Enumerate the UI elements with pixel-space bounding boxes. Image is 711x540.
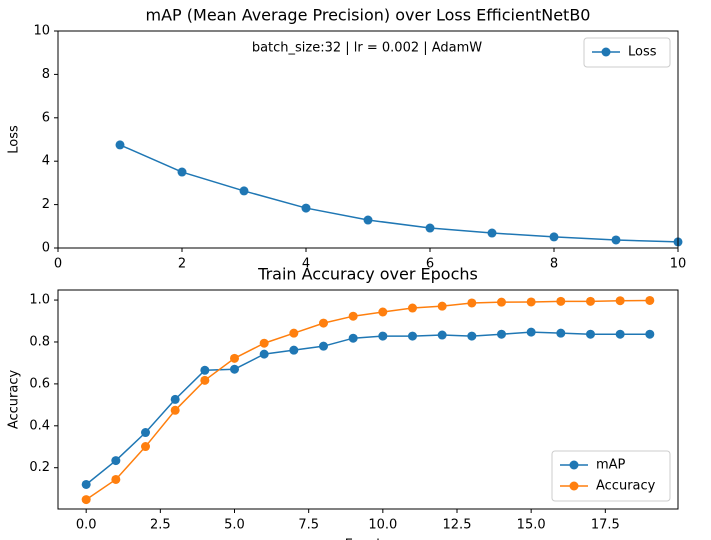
axes-frame	[57, 289, 679, 510]
y-axis-label: Accuracy	[7, 370, 22, 430]
data-point	[526, 327, 536, 337]
data-line	[85, 331, 650, 486]
legend-label: Accuracy	[596, 479, 656, 494]
legend-box	[551, 450, 671, 502]
data-point	[526, 297, 536, 307]
x-tick-label: 12.5	[443, 518, 472, 533]
x-tick-label: 15.0	[517, 518, 546, 533]
x-tick-label: 2.5	[150, 518, 171, 533]
y-axis-label: Loss	[7, 125, 22, 154]
x-tick-label: 0	[54, 257, 62, 272]
data-point	[556, 296, 566, 306]
data-point	[319, 318, 329, 328]
x-tick-label: 10	[670, 257, 687, 272]
x-tick-label: 8	[550, 257, 558, 272]
x-tick-label: 17.5	[591, 518, 620, 533]
data-point	[170, 405, 180, 415]
data-point	[200, 365, 210, 375]
y-tick-label: 1.0	[29, 293, 50, 308]
data-line	[85, 299, 650, 501]
data-point	[425, 223, 435, 233]
y-tick-label: 0.6	[29, 376, 50, 391]
data-point	[289, 345, 299, 355]
data-point	[301, 203, 311, 213]
data-point	[115, 140, 125, 150]
data-point	[259, 349, 269, 359]
y-tick-label: 0.8	[29, 334, 50, 349]
data-point	[81, 479, 91, 489]
data-point	[407, 331, 417, 341]
legend-box	[583, 37, 671, 68]
data-point	[585, 296, 595, 306]
data-point	[437, 330, 447, 340]
data-point	[111, 474, 121, 484]
data-point	[230, 364, 240, 374]
legend-marker	[569, 460, 579, 470]
legend-label: mAP	[596, 458, 626, 473]
data-point	[177, 167, 187, 177]
chart-title: Train Accuracy over Epochs	[257, 265, 478, 284]
data-point	[230, 353, 240, 363]
data-point	[585, 329, 595, 339]
annotation: batch_size:32 | lr = 0.002 | AdamW	[252, 41, 482, 56]
y-tick-label: 6	[42, 110, 50, 125]
data-point	[437, 301, 447, 311]
data-point	[496, 329, 506, 339]
data-point	[615, 329, 625, 339]
data-point	[611, 235, 621, 245]
axes-frame	[57, 30, 679, 249]
data-point	[549, 232, 559, 242]
data-point	[239, 186, 249, 196]
x-tick-label: 2	[178, 257, 186, 272]
data-line	[119, 144, 679, 243]
data-point	[467, 331, 477, 341]
data-point	[170, 394, 180, 404]
data-point	[363, 215, 373, 225]
x-tick-label: 10.0	[368, 518, 397, 533]
x-tick-label: 5.0	[224, 518, 245, 533]
data-point	[378, 307, 388, 317]
data-point	[81, 495, 91, 505]
y-tick-label: 0	[42, 241, 50, 256]
y-tick-label: 0.2	[29, 460, 50, 475]
chart-title: mAP (Mean Average Precision) over Loss E…	[146, 6, 591, 25]
data-point	[348, 333, 358, 343]
data-point	[141, 428, 151, 438]
data-point	[141, 442, 151, 452]
data-point	[467, 298, 477, 308]
data-point	[645, 329, 655, 339]
y-tick-label: 0.4	[29, 418, 50, 433]
data-point	[319, 341, 329, 351]
x-tick-label: 7.5	[298, 518, 319, 533]
y-tick-label: 2	[42, 197, 50, 212]
y-tick-label: 10	[33, 24, 50, 39]
legend-label: Loss	[628, 45, 657, 60]
x-tick-label: 6	[426, 257, 434, 272]
data-point	[496, 297, 506, 307]
x-tick-label: 4	[302, 257, 310, 272]
data-point	[378, 331, 388, 341]
data-point	[645, 295, 655, 305]
y-tick-label: 4	[42, 154, 50, 169]
x-tick-label: 0.0	[76, 518, 97, 533]
y-tick-label: 8	[42, 67, 50, 82]
data-point	[556, 328, 566, 338]
data-point	[407, 303, 417, 313]
legend-marker	[569, 481, 579, 491]
data-point	[487, 228, 497, 238]
x-axis-label: Epochs	[345, 538, 392, 540]
data-point	[111, 456, 121, 466]
data-point	[259, 338, 269, 348]
data-point	[200, 375, 210, 385]
data-point	[615, 296, 625, 306]
legend-marker	[601, 47, 611, 57]
data-point	[289, 328, 299, 338]
data-point	[348, 311, 358, 321]
